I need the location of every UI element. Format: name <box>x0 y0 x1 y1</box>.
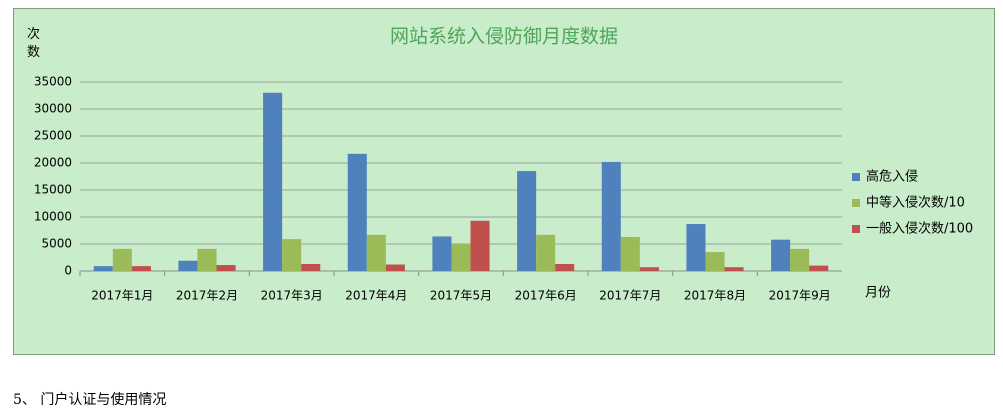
legend-swatch <box>852 199 860 207</box>
bar <box>301 263 321 271</box>
y-tick-label: 15000 <box>34 183 72 197</box>
y-tick-label: 25000 <box>34 129 72 143</box>
legend-label: 高危入侵 <box>866 169 918 185</box>
legend-label: 中等入侵次数/10 <box>866 195 965 211</box>
chart-frame <box>13 8 995 355</box>
y-tick-label: 5000 <box>41 237 72 251</box>
bar <box>517 171 537 271</box>
x-tick-label: 2017年2月 <box>176 289 238 303</box>
chart-title: 网站系统入侵防御月度数据 <box>390 26 618 48</box>
x-tick-label: 2017年6月 <box>515 289 577 303</box>
bar <box>131 266 151 271</box>
x-tick-label: 2017年4月 <box>345 289 407 303</box>
bar <box>197 248 217 271</box>
y-tick-label: 20000 <box>34 156 72 170</box>
bar <box>282 239 302 271</box>
y-tick-label: 0 <box>64 264 72 278</box>
x-tick-label: 2017年3月 <box>261 289 323 303</box>
x-tick-label: 2017年7月 <box>599 289 661 303</box>
bar <box>771 239 791 271</box>
bar <box>470 220 490 271</box>
bar <box>93 266 113 271</box>
bar <box>536 234 556 271</box>
x-tick-label: 2017年1月 <box>91 289 153 303</box>
y-tick-label: 10000 <box>34 210 72 224</box>
bar <box>705 252 725 271</box>
bar <box>451 244 471 271</box>
legend-label: 一般入侵次数/100 <box>866 221 973 237</box>
bar <box>809 265 829 271</box>
x-tick-label: 2017年9月 <box>769 289 831 303</box>
bar <box>601 161 621 271</box>
bar <box>620 236 640 271</box>
y-tick-label: 35000 <box>34 75 72 89</box>
bar <box>216 265 236 271</box>
bar <box>790 248 810 271</box>
bar <box>112 248 132 271</box>
bar <box>639 267 659 271</box>
bar <box>724 267 744 271</box>
bar <box>555 263 575 271</box>
y-axis-label: 次数 <box>27 27 41 60</box>
bar <box>178 260 198 271</box>
caption: 5、 门户认证与使用情况 <box>13 392 167 408</box>
y-tick-label: 30000 <box>34 102 72 116</box>
bar <box>366 234 386 271</box>
bar <box>432 236 452 271</box>
x-tick-label: 2017年8月 <box>684 289 746 303</box>
bar <box>385 264 405 271</box>
bar <box>347 153 367 271</box>
x-axis-label: 月份 <box>865 286 891 301</box>
bar <box>686 224 706 271</box>
bar <box>263 92 283 271</box>
legend-swatch <box>852 173 860 181</box>
x-tick-label: 2017年5月 <box>430 289 492 303</box>
legend-swatch <box>852 225 860 233</box>
